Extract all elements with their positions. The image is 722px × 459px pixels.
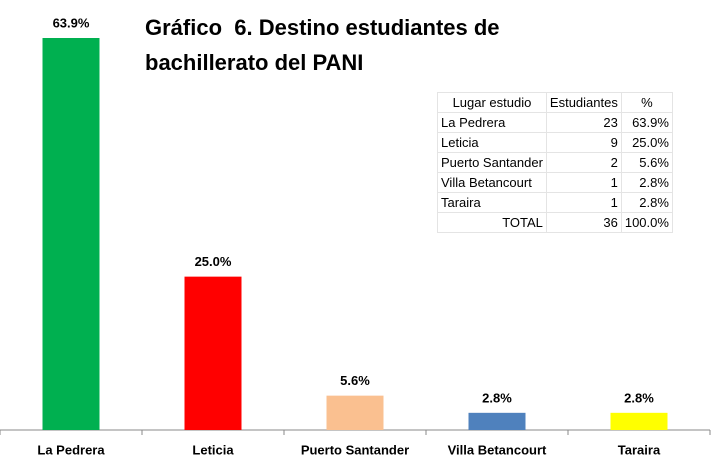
- table-row: Puerto Santander 2 5.6%: [437, 152, 673, 173]
- table-row: Villa Betancourt 1 2.8%: [437, 172, 673, 193]
- table-cell: 100.0%: [620, 212, 673, 233]
- table-cell: 2.8%: [620, 172, 673, 193]
- value-label: 2.8%: [624, 390, 654, 405]
- x-tick-label: La Pedrera: [37, 442, 105, 457]
- table-cell: 25.0%: [620, 132, 673, 153]
- value-label: 25.0%: [195, 254, 232, 269]
- table-cell: 5.6%: [620, 152, 673, 173]
- x-tick-label: Villa Betancourt: [448, 442, 547, 457]
- table-cell: Villa Betancourt: [437, 172, 547, 193]
- table-row: Leticia 9 25.0%: [437, 132, 673, 153]
- table-cell: 36: [545, 212, 622, 233]
- table-cell: %: [620, 92, 673, 113]
- bar: [184, 276, 242, 430]
- x-tick-label: Taraira: [618, 442, 661, 457]
- bar: [610, 412, 668, 430]
- table-cell: 63.9%: [620, 112, 673, 133]
- table-cell: La Pedrera: [437, 112, 547, 133]
- table-cell: 1: [545, 172, 622, 193]
- data-table: Lugar estudio Estudiantes% La Pedrera 23 63.…: [437, 92, 673, 233]
- table-cell: 2: [545, 152, 622, 173]
- value-label: 63.9%: [53, 15, 90, 30]
- table-cell: Lugar estudio: [437, 92, 547, 113]
- table-cell: Estudiantes: [545, 92, 622, 113]
- value-label: 2.8%: [482, 390, 512, 405]
- chart-title: Gráfico 6. Destino estudiantes de bachil…: [145, 15, 506, 75]
- table-cell: TOTAL: [437, 212, 547, 233]
- table-row: Taraira 1 2.8%: [437, 192, 673, 213]
- table-row: La Pedrera 23 63.9%: [437, 112, 673, 133]
- table-cell: 1: [545, 192, 622, 213]
- table-row: Lugar estudio Estudiantes%: [437, 92, 673, 113]
- table-cell: 9: [545, 132, 622, 153]
- bar: [468, 412, 526, 430]
- bar: [42, 38, 100, 430]
- table-cell: Puerto Santander: [437, 152, 547, 173]
- table-cell: Leticia: [437, 132, 547, 153]
- bar: [326, 395, 384, 430]
- table-cell: 23: [545, 112, 622, 133]
- table-cell: 2.8%: [620, 192, 673, 213]
- x-tick-label: Leticia: [192, 442, 234, 457]
- table-cell: Taraira: [437, 192, 547, 213]
- table-row: TOTAL 36 100.0%: [437, 212, 673, 233]
- x-tick-label: Puerto Santander: [301, 442, 409, 457]
- value-label: 5.6%: [340, 373, 370, 388]
